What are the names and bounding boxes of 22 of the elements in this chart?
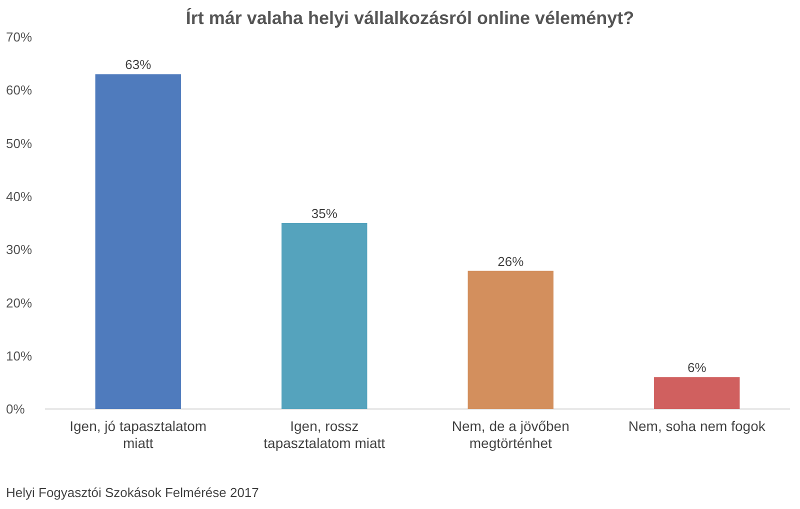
bar [654, 377, 740, 409]
y-tick-label: 40% [6, 188, 32, 204]
data-label: 6% [687, 360, 707, 376]
x-tick-label: Igen, jó tapasztalatom miatt [70, 418, 207, 451]
y-tick-label: 0% [6, 402, 26, 417]
x-tick-label: Nem, de a jövőben megtörténhet [452, 418, 570, 451]
chart-title: Írt már valaha helyi vállalkozásról online véleményt? [186, 8, 634, 28]
bar [468, 270, 554, 409]
y-tick-label: 50% [6, 136, 32, 151]
y-tick-label: 10% [6, 348, 32, 364]
bar [282, 223, 368, 409]
data-label: 35% [311, 206, 338, 221]
data-label: 63% [125, 57, 152, 72]
x-tick-label: Nem, soha nem fogok [628, 418, 766, 434]
y-tick-label: 70% [6, 30, 32, 45]
y-tick-label: 20% [6, 295, 32, 310]
data-label: 26% [498, 254, 524, 269]
bar [95, 74, 181, 409]
y-tick-label: 30% [6, 242, 32, 258]
x-tick-label: Igen, rossz tapasztalatom miatt [264, 418, 386, 451]
text: Helyi Fogyasztói Szokások Felmérése 2017 [6, 485, 259, 500]
y-tick-label: 60% [6, 82, 32, 98]
